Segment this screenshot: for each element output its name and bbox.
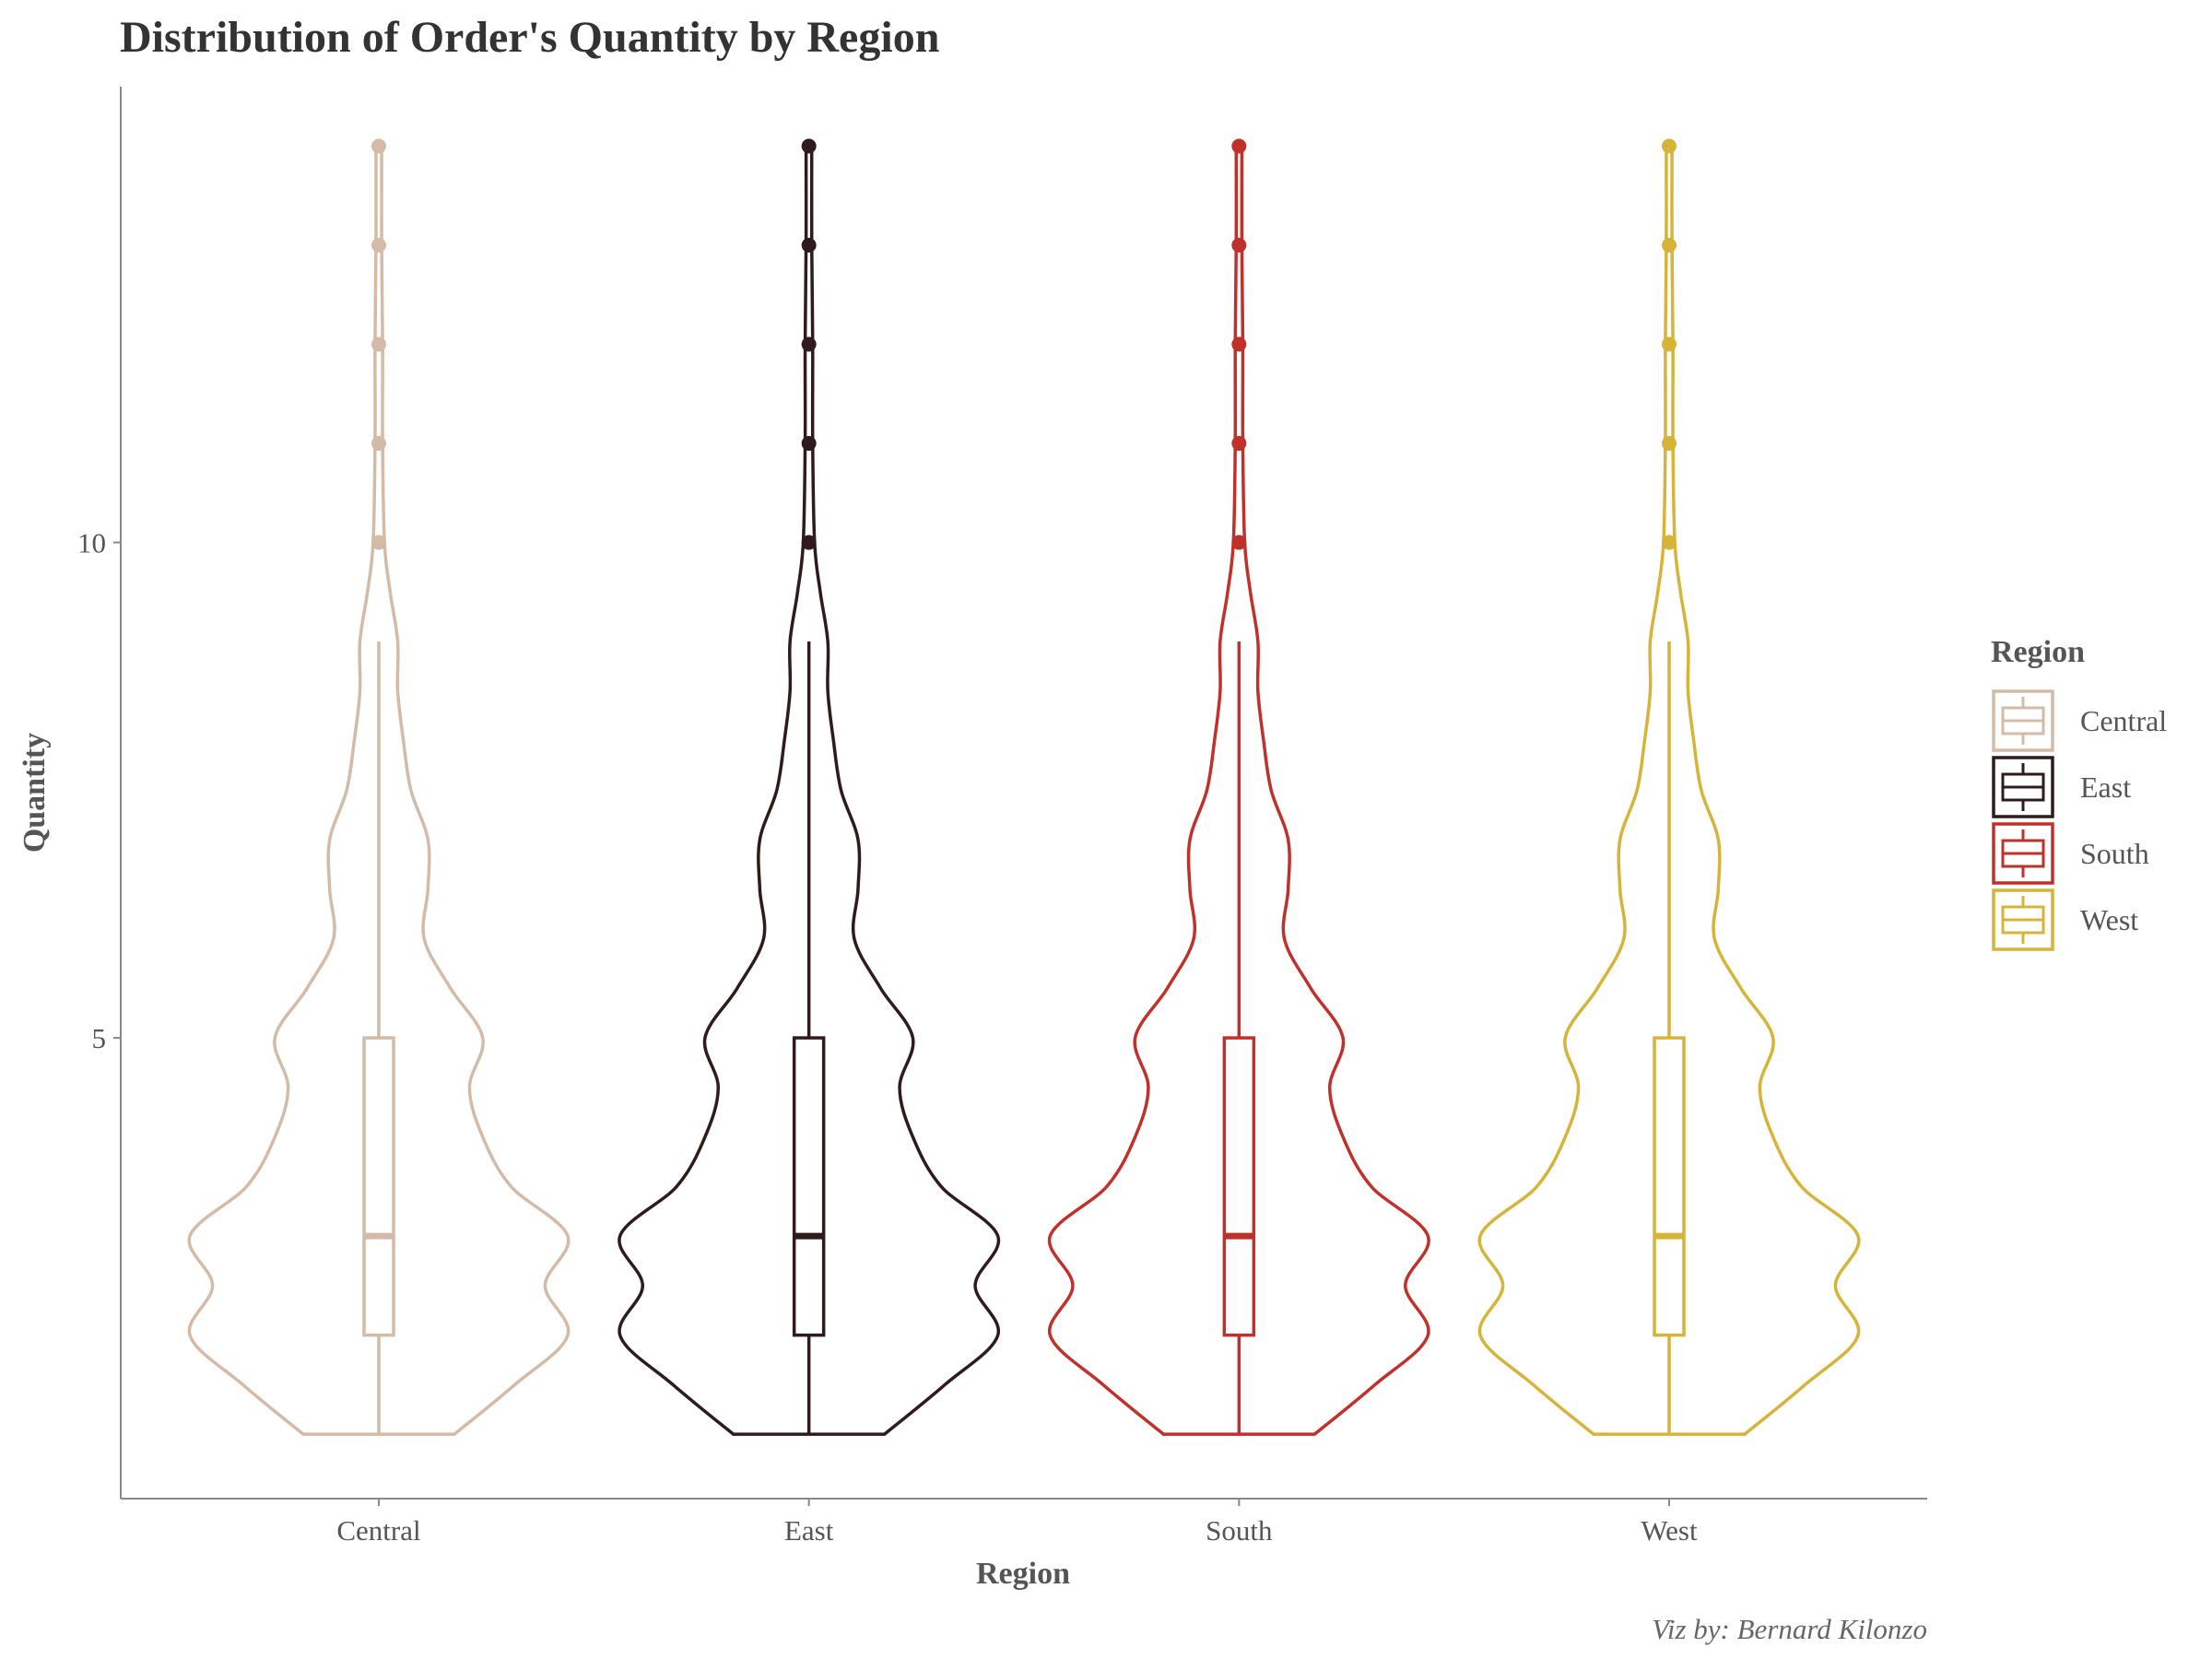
outlier-point [1662,238,1677,253]
legend-label: South [2080,837,2149,870]
outlier-point [371,336,386,352]
violins [187,138,1861,1436]
x-axis-title: Region [976,1557,1070,1591]
x-tick-label: East [784,1514,834,1547]
outlier-point [801,436,817,452]
x-tick-label: Central [336,1514,420,1547]
legend-label: West [2080,903,2138,936]
outlier-point [1231,436,1247,452]
legend: Region Central East South West [1991,635,2167,951]
legend-label: Central [2080,704,2167,737]
legend-item-west: West [1992,888,2138,951]
outlier-point [801,238,817,253]
caption: Viz by: Bernard Kilonzo [1652,1613,1927,1645]
outlier-point [371,535,386,550]
outlier-point [1662,336,1677,352]
violin-group-east [618,138,1001,1436]
x-tick-label: West [1641,1514,1698,1547]
outlier-point [371,138,386,154]
violin-group-central [187,138,571,1436]
y-tick-label: 5 [92,1022,107,1054]
outlier-point [801,336,817,352]
violin-group-west [1477,138,1861,1436]
legend-items: Central East South West [1992,689,2167,951]
outlier-point [1662,436,1677,452]
legend-item-east: East [1992,756,2131,818]
outlier-point [1662,535,1677,550]
legend-title: Region [1991,635,2085,669]
outlier-point [1231,238,1247,253]
violin-group-south [1047,138,1430,1436]
outlier-point [1662,138,1677,154]
y-axis-title: Quantity [18,733,52,853]
outlier-point [801,535,817,550]
x-axis-ticks: Central East South West [336,1499,1698,1547]
box-iqr [362,1036,395,1337]
outlier-point [1231,535,1247,550]
y-axis-ticks: 5 10 [77,527,121,1054]
legend-item-central: Central [1992,689,2167,752]
outlier-point [801,138,817,154]
plot-area: 5 10 Central East South West [77,87,1927,1547]
outlier-point [1231,336,1247,352]
x-tick-label: South [1206,1514,1273,1547]
y-tick-label: 10 [77,527,106,559]
legend-label: East [2080,771,2131,804]
outlier-point [371,238,386,253]
box-iqr [1653,1036,1686,1337]
outlier-point [371,436,386,452]
legend-item-south: South [1992,822,2149,885]
box-iqr [1222,1036,1256,1337]
chart-title: Distribution of Order's Quantity by Regi… [120,13,939,62]
box-iqr [792,1036,826,1337]
outlier-point [1231,138,1247,154]
